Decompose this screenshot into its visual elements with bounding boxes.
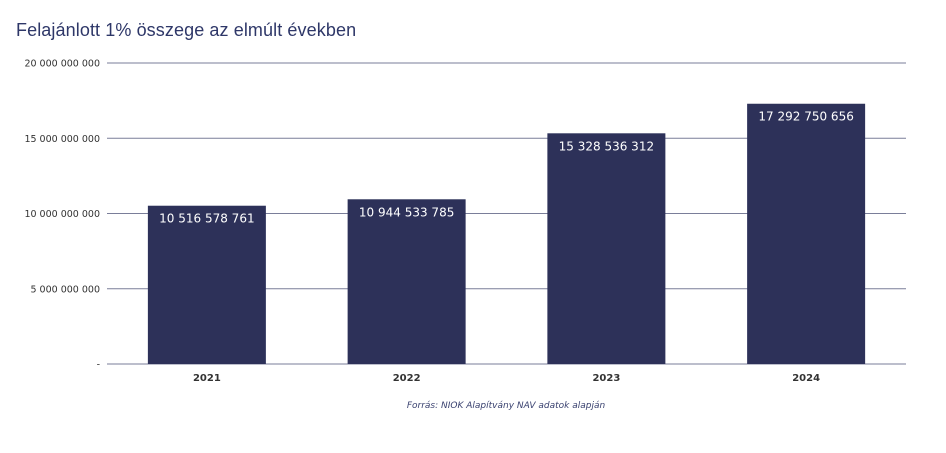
y-axis-tick-labels: - 5 000 000 000 10 000 000 000 15 000 000 0… [24,59,100,371]
y-tick-label: 5 000 000 000 [30,284,100,295]
category-label-2022: 2022 [393,373,421,384]
category-label-2021: 2021 [193,373,221,384]
bars [147,103,866,364]
y-tick-label: 10 000 000 000 [24,209,100,220]
y-tick-label: 15 000 000 000 [24,134,100,145]
y-tick-label: - [97,360,100,371]
data-label-2022: 10 944 533 785 [359,205,454,219]
chart-title: Felajánlott 1% összege az elmúlt években [16,20,357,40]
category-label-2023: 2023 [592,373,620,384]
source-note: Forrás: NIOK Alapítvány NAV adatok alapj… [406,401,606,411]
y-tick-label: 20 000 000 000 [24,59,100,70]
bar-2024 [747,103,866,364]
bar-2021 [147,205,266,364]
category-label-2024: 2024 [792,373,820,384]
data-label-2024: 17 292 750 656 [758,110,853,124]
data-label-2023: 15 328 536 312 [559,139,654,153]
bar-2023 [547,133,666,364]
data-labels: 10 516 578 761 10 944 533 785 15 328 536 3… [159,110,854,226]
bar-2022 [347,199,466,364]
data-label-2021: 10 516 578 761 [159,212,254,226]
x-axis-category-labels: 2021 2022 2023 2024 [193,373,820,384]
